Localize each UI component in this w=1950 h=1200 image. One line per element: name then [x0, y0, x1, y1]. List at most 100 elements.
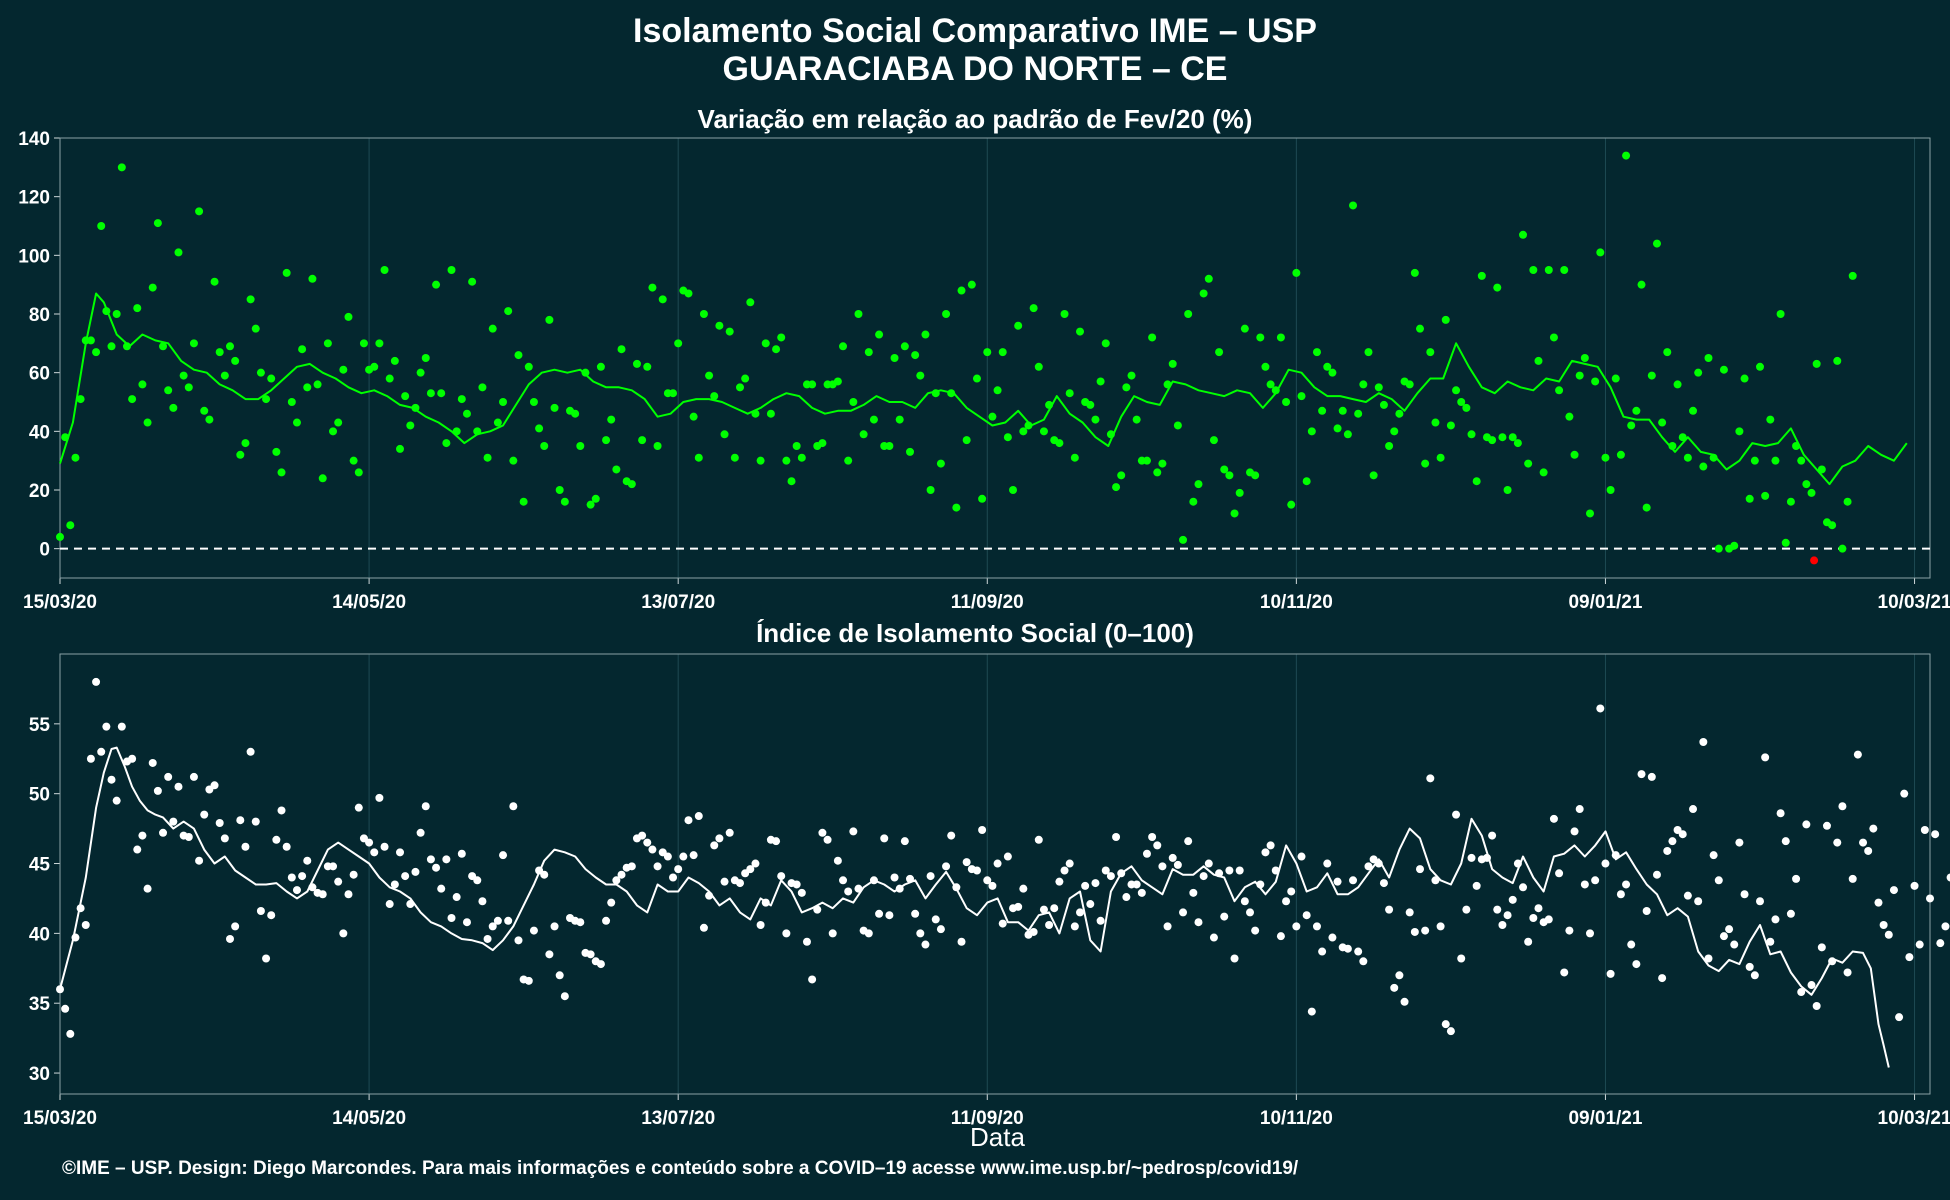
data-point — [1534, 356, 1543, 365]
data-point — [117, 163, 126, 172]
data-point — [1086, 900, 1095, 909]
data-point — [1132, 415, 1141, 424]
data-point — [1014, 902, 1023, 911]
data-point — [1802, 480, 1811, 489]
data-point — [1297, 392, 1306, 401]
data-point — [1704, 954, 1713, 963]
data-point — [1225, 471, 1234, 480]
data-point — [1750, 456, 1759, 465]
data-point — [1781, 837, 1790, 846]
data-point — [1771, 456, 1780, 465]
data-point — [1184, 837, 1193, 846]
x-tick-label: 15/03/20 — [23, 592, 97, 613]
data-point — [1142, 456, 1151, 465]
data-point — [452, 893, 461, 902]
data-point — [1385, 905, 1394, 914]
data-point — [602, 916, 611, 925]
data-point — [1302, 911, 1311, 920]
data-point — [1323, 859, 1332, 868]
data-point — [143, 418, 152, 427]
data-point — [978, 494, 987, 503]
x-tick-label: 14/05/20 — [332, 1108, 406, 1129]
data-point — [169, 403, 178, 412]
data-point — [220, 371, 229, 380]
data-point — [1493, 905, 1502, 914]
data-point — [189, 339, 198, 348]
data-point — [1632, 406, 1641, 415]
data-point — [1354, 409, 1363, 418]
data-point — [1519, 230, 1528, 239]
data-point — [1637, 280, 1646, 289]
data-point — [1740, 374, 1749, 383]
data-point — [684, 289, 693, 298]
data-point — [138, 831, 147, 840]
x-tick-label: 10/03/21 — [1878, 1108, 1950, 1129]
data-point — [715, 834, 724, 843]
data-point — [844, 456, 853, 465]
data-point — [473, 876, 482, 885]
data-point — [1318, 406, 1327, 415]
data-point — [859, 430, 868, 439]
data-point — [1343, 430, 1352, 439]
data-point — [1462, 403, 1471, 412]
data-point — [174, 782, 183, 791]
data-point — [1122, 383, 1131, 392]
data-point — [1256, 333, 1265, 342]
data-point — [602, 436, 611, 445]
data-point — [112, 310, 121, 318]
data-point — [1287, 500, 1296, 509]
data-point — [1575, 805, 1584, 814]
data-point — [1467, 430, 1476, 439]
data-point — [1158, 862, 1167, 871]
data-point — [1168, 853, 1177, 862]
data-point — [246, 295, 255, 304]
data-point — [1467, 853, 1476, 862]
data-point — [457, 849, 466, 858]
data-point — [926, 486, 935, 494]
data-point — [1446, 421, 1455, 430]
data-point — [993, 859, 1002, 868]
data-point — [159, 828, 168, 837]
data-point — [195, 856, 204, 865]
data-point — [777, 333, 786, 342]
data-point — [117, 722, 126, 731]
plot-frame — [59, 653, 1931, 1095]
data-point — [1534, 904, 1543, 913]
x-tick-label: 15/03/20 — [23, 1108, 97, 1129]
data-point — [390, 880, 399, 889]
data-point — [1853, 750, 1862, 759]
data-point — [581, 368, 590, 377]
data-point — [689, 851, 698, 860]
data-point — [844, 887, 853, 896]
data-point — [1637, 770, 1646, 779]
data-point — [1297, 852, 1306, 861]
data-point — [792, 442, 801, 450]
data-point — [1565, 926, 1574, 935]
data-point — [334, 877, 343, 886]
data-point — [1719, 365, 1728, 374]
data-point — [292, 886, 301, 895]
data-point — [1586, 929, 1594, 938]
data-point — [596, 960, 605, 969]
data-point — [143, 884, 152, 893]
data-point — [1472, 881, 1481, 890]
data-point — [61, 1004, 70, 1013]
data-point — [231, 356, 240, 365]
x-tick-label: 11/09/20 — [951, 592, 1024, 613]
data-point — [437, 389, 446, 398]
y-tick-label: 140 — [18, 129, 50, 150]
data-point — [246, 747, 255, 756]
data-point — [900, 342, 909, 351]
data-point — [267, 911, 276, 920]
data-point — [1838, 544, 1847, 553]
data-point — [1153, 468, 1162, 477]
data-point — [354, 803, 363, 812]
data-point — [555, 971, 564, 980]
data-point — [1658, 418, 1667, 427]
data-point — [169, 817, 178, 826]
data-point — [663, 852, 672, 861]
data-point — [483, 453, 492, 462]
data-point — [1364, 348, 1373, 357]
data-point — [998, 348, 1007, 357]
data-point — [370, 848, 379, 857]
